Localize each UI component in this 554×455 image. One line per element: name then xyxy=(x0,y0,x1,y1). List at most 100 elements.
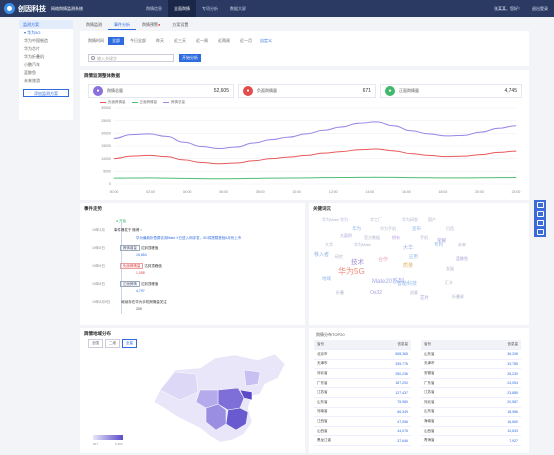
series-point[interactable] xyxy=(131,134,132,135)
series-point[interactable] xyxy=(445,156,447,158)
series-point[interactable] xyxy=(323,152,325,154)
keyword[interactable]: 汇丰 xyxy=(445,280,453,285)
map-region[interactable] xyxy=(243,369,261,387)
series-point[interactable] xyxy=(183,141,185,143)
start-analysis-button[interactable]: 开始分析 xyxy=(179,54,201,62)
nav-item-special[interactable]: 专项分析 xyxy=(202,6,218,11)
series-point[interactable] xyxy=(183,178,185,179)
series-point[interactable] xyxy=(253,160,255,162)
sidebar-item[interactable]: 华为芯片 xyxy=(24,46,40,51)
filter-week[interactable]: 近一周 xyxy=(196,38,208,43)
user-greeting[interactable]: 张某某，您好！ xyxy=(494,6,522,11)
series-point[interactable] xyxy=(340,177,342,178)
series-point[interactable] xyxy=(183,159,185,161)
series-point[interactable] xyxy=(270,158,272,160)
keyword[interactable]: 大华 xyxy=(403,245,414,251)
keyword[interactable]: 拥有 xyxy=(392,235,400,240)
series-point[interactable] xyxy=(358,149,360,151)
series-point[interactable] xyxy=(428,133,430,135)
series-point[interactable] xyxy=(323,129,325,131)
table-row[interactable]: 山西省 44,076 xyxy=(314,426,411,437)
series-point[interactable] xyxy=(393,177,395,178)
series-point[interactable] xyxy=(166,156,167,158)
map-btn-2d[interactable]: 二维 xyxy=(105,339,120,348)
series-point[interactable] xyxy=(445,177,447,179)
keyword[interactable]: 地域 xyxy=(322,276,331,281)
keyword[interactable]: 荣耀 xyxy=(437,238,446,243)
table-row[interactable]: 山东省 18,986 xyxy=(421,407,521,418)
series-point[interactable] xyxy=(218,178,220,180)
series-point[interactable] xyxy=(358,177,360,178)
series-point[interactable] xyxy=(288,177,290,179)
series-point[interactable] xyxy=(148,133,150,135)
table-row[interactable]: 安徽省 28,230 xyxy=(421,368,521,379)
report-icon[interactable] xyxy=(536,229,544,235)
series-line[interactable] xyxy=(113,148,517,165)
series-point[interactable] xyxy=(410,153,412,154)
keyword[interactable]: 大华 xyxy=(325,242,333,247)
keyword[interactable]: Os32 xyxy=(370,290,382,296)
series-point[interactable] xyxy=(200,146,202,147)
filter-all[interactable]: 全部 xyxy=(108,37,124,45)
sidebar-item[interactable]: 华为折叠机 xyxy=(24,54,44,59)
keyword[interactable]: 大面积 xyxy=(340,233,352,238)
series-point[interactable] xyxy=(340,151,342,152)
legend-negative[interactable]: 负面舆情量 xyxy=(100,100,126,105)
series-point[interactable] xyxy=(445,135,447,137)
series-point[interactable] xyxy=(200,162,202,163)
table-row[interactable]: 山东省 36,208 xyxy=(421,349,521,360)
keyword[interactable]: 芯片 xyxy=(420,295,429,300)
keyword[interactable]: 华为手机 xyxy=(380,226,396,231)
table-row[interactable]: 山东省 75,980 xyxy=(314,397,411,408)
keyword[interactable]: 质量 xyxy=(403,263,414,269)
series-point[interactable] xyxy=(463,155,464,157)
series-point[interactable] xyxy=(480,154,482,156)
table-row[interactable]: 河南省 66,349 xyxy=(314,407,411,418)
series-point[interactable] xyxy=(305,133,307,135)
keyword[interactable]: 华为Mate xyxy=(354,242,371,247)
table-row[interactable]: 天津市 339,776 xyxy=(314,359,411,370)
keyword[interactable]: 华为5G xyxy=(338,267,365,276)
series-point[interactable] xyxy=(305,177,307,179)
keyword[interactable]: 移入者 xyxy=(314,252,330,258)
table-row[interactable]: 江苏省 127,437 xyxy=(314,387,411,399)
series-point[interactable] xyxy=(498,151,499,153)
tab-event-analysis[interactable]: 事件分析 xyxy=(108,20,136,30)
keyword[interactable]: 华为 xyxy=(340,217,348,222)
event-headline[interactable]: 华为最新折叠屏实测Mate X已进入网评发，5G将搭载首批6月份上市 xyxy=(136,236,242,240)
series-point[interactable] xyxy=(270,139,272,141)
tab-warning[interactable]: 舆情预警● xyxy=(136,20,166,30)
legend-positive[interactable]: 正面舆情量 xyxy=(131,100,157,105)
sidebar-item[interactable]: 华为中国制造 xyxy=(24,38,48,43)
series-point[interactable] xyxy=(498,127,499,129)
map-region[interactable] xyxy=(159,371,199,401)
map-btn-national[interactable]: 全国 xyxy=(88,339,103,348)
series-point[interactable] xyxy=(428,154,430,156)
table-row[interactable]: 广东省 24,054 xyxy=(421,378,521,389)
table-row[interactable]: 山西省 10,633 xyxy=(421,426,521,437)
series-point[interactable] xyxy=(375,176,377,178)
series-point[interactable] xyxy=(393,150,395,152)
series-point[interactable] xyxy=(515,150,517,152)
map-region[interactable] xyxy=(195,389,219,409)
table-row[interactable]: 江西省 47,056 xyxy=(314,416,411,427)
table-row[interactable]: 江苏省 23,885 xyxy=(421,387,521,399)
series-point[interactable] xyxy=(480,131,482,133)
keyword[interactable]: 华工厂 xyxy=(370,217,382,222)
legend-total[interactable]: 舆情总量 xyxy=(163,100,185,105)
keyword[interactable]: 华为研发 xyxy=(402,217,418,222)
search-input[interactable]: 输入关键字 xyxy=(88,54,174,62)
series-point[interactable] xyxy=(393,125,395,127)
keyword[interactable]: 华为Mate xyxy=(322,217,339,222)
keyword[interactable]: Mate20系列 xyxy=(372,279,405,285)
filter-3days[interactable]: 近三天 xyxy=(174,38,186,43)
series-point[interactable] xyxy=(113,177,115,179)
filter-yesterday[interactable]: 昨天 xyxy=(156,38,164,43)
keyword[interactable]: 蓝鲸鱼 xyxy=(456,256,468,261)
keyword[interactable]: 官方数据 xyxy=(364,235,380,240)
tab-monitor[interactable]: 舆情监测 xyxy=(86,22,102,27)
series-point[interactable] xyxy=(463,177,464,179)
table-row[interactable]: 北京市 508,365 xyxy=(314,349,411,360)
series-point[interactable] xyxy=(113,138,115,139)
table-row[interactable]: 青海省 7,927 xyxy=(421,435,521,447)
